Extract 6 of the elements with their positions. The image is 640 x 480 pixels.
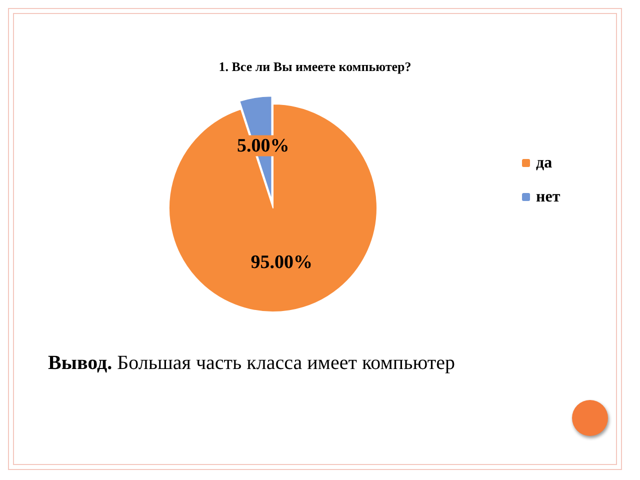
chart-title: 1. Все ли Вы имеете компьютер? bbox=[218, 59, 412, 74]
data-label: 95.00% bbox=[250, 252, 312, 273]
text: Вывод. Большая часть класса имеет компьютер bbox=[48, 352, 456, 375]
legend-label: да bbox=[536, 154, 552, 172]
data-label: 5.00% bbox=[237, 135, 290, 156]
legend-label: нет bbox=[536, 188, 560, 206]
